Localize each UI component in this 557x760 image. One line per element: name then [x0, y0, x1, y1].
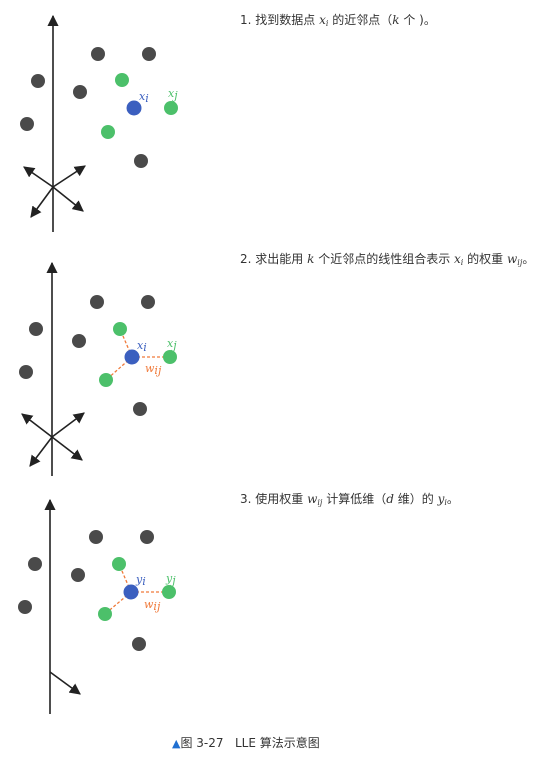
green-neighbor-point [99, 373, 113, 387]
green-neighbor-point [101, 125, 115, 139]
step-2-text: 2. 求出能用 k 个近邻点的线性组合表示 xi 的权重 wij。 [240, 251, 534, 271]
gray-point [20, 117, 34, 131]
axis-upper-left [21, 413, 53, 438]
figure-title: LLE 算法示意图 [234, 736, 320, 750]
gray-point [19, 365, 33, 379]
neighbor-point-label: xj [167, 337, 177, 352]
math-subscript: i [325, 19, 329, 28]
gray-point [91, 47, 105, 61]
axis-lower-left [29, 436, 53, 467]
axis-lower-left [30, 186, 54, 218]
gray-point [140, 530, 154, 544]
neighbor-point-label: yj [165, 572, 176, 587]
math-variable: k [307, 252, 315, 266]
green-neighbor-point [98, 607, 112, 621]
gray-point [90, 295, 104, 309]
gray-point [133, 402, 147, 416]
gray-point [132, 637, 146, 651]
points [19, 295, 177, 416]
step-text-segment: 。 [446, 492, 459, 506]
blue-center-point [124, 349, 140, 365]
gray-point [18, 600, 32, 614]
gray-point [72, 334, 86, 348]
step-text-segment: 的权重 [463, 252, 507, 266]
step-text-segment: 个近邻点的线性组合表示 [314, 252, 455, 266]
math-subscript: i [444, 498, 447, 507]
step-text-segment: 1. 找到数据点 [240, 13, 320, 27]
blue-center-point [123, 584, 139, 600]
panel-3: yi yj wij [18, 498, 176, 714]
panel-1: xi xj [20, 14, 178, 232]
step-text-segment: 3. 使用权重 [240, 492, 308, 506]
math-subscript: ij [517, 258, 523, 267]
figure-caption: ▲图 3-27 LLE 算法示意图 [172, 734, 320, 751]
gray-point [73, 85, 87, 99]
axis-upper-left [23, 166, 54, 188]
math-variable: x [454, 252, 461, 266]
axes-3d [23, 14, 86, 232]
green-neighbor-point [162, 585, 176, 599]
center-point-label: yi [135, 573, 146, 588]
figure-number: 图 3-27 [180, 736, 224, 750]
weight-label: wij [144, 598, 161, 613]
axes-2d [44, 498, 81, 714]
axis-upper-right [51, 412, 85, 438]
green-neighbor-point [164, 101, 178, 115]
center-point-label: xi [139, 90, 149, 105]
math-variable: w [507, 252, 518, 266]
step-text-segment: 计算低维（ [322, 492, 387, 506]
math-subscript: ij [317, 498, 323, 507]
math-variable: w [307, 492, 318, 506]
step-text-segment: 。 [522, 252, 535, 266]
gray-point [89, 530, 103, 544]
step-3-text: 3. 使用权重 wij 计算低维（d 维）的 yi。 [240, 491, 459, 511]
axes-3d [21, 261, 85, 476]
triangle-marker-icon: ▲ [172, 737, 181, 750]
points [20, 47, 178, 168]
green-neighbor-point [113, 322, 127, 336]
gray-point [31, 74, 45, 88]
panel-2: xi xj wij [19, 261, 177, 476]
math-variable: x [319, 13, 326, 27]
weight-label: wij [145, 362, 162, 377]
step-text-segment: 维）的 [393, 492, 438, 506]
axis-lower-right [52, 186, 84, 212]
math-variable: k [392, 13, 400, 27]
axis-upper-right [52, 165, 86, 188]
blue-center-point [126, 100, 142, 116]
math-subscript: i [460, 258, 464, 267]
math-variable: d [386, 492, 394, 506]
gray-point [134, 154, 148, 168]
gray-point [29, 322, 43, 336]
axis-lower-right [51, 436, 83, 461]
gray-point [71, 568, 85, 582]
green-neighbor-point [115, 73, 129, 87]
math-variable: y [437, 492, 445, 506]
step-1-text: 1. 找到数据点 xi 的近邻点（k 个 )。 [240, 12, 436, 32]
step-text-segment: 的近邻点（ [328, 13, 393, 27]
horizontal-axis [49, 671, 81, 695]
gray-point [142, 47, 156, 61]
step-text-segment: 2. 求出能用 [240, 252, 308, 266]
gray-point [28, 557, 42, 571]
center-point-label: xi [137, 339, 147, 354]
gray-point [141, 295, 155, 309]
step-text-segment: 个 )。 [399, 13, 436, 27]
green-neighbor-point [163, 350, 177, 364]
neighbor-point-label: xj [168, 87, 178, 102]
points [18, 530, 176, 651]
green-neighbor-point [112, 557, 126, 571]
